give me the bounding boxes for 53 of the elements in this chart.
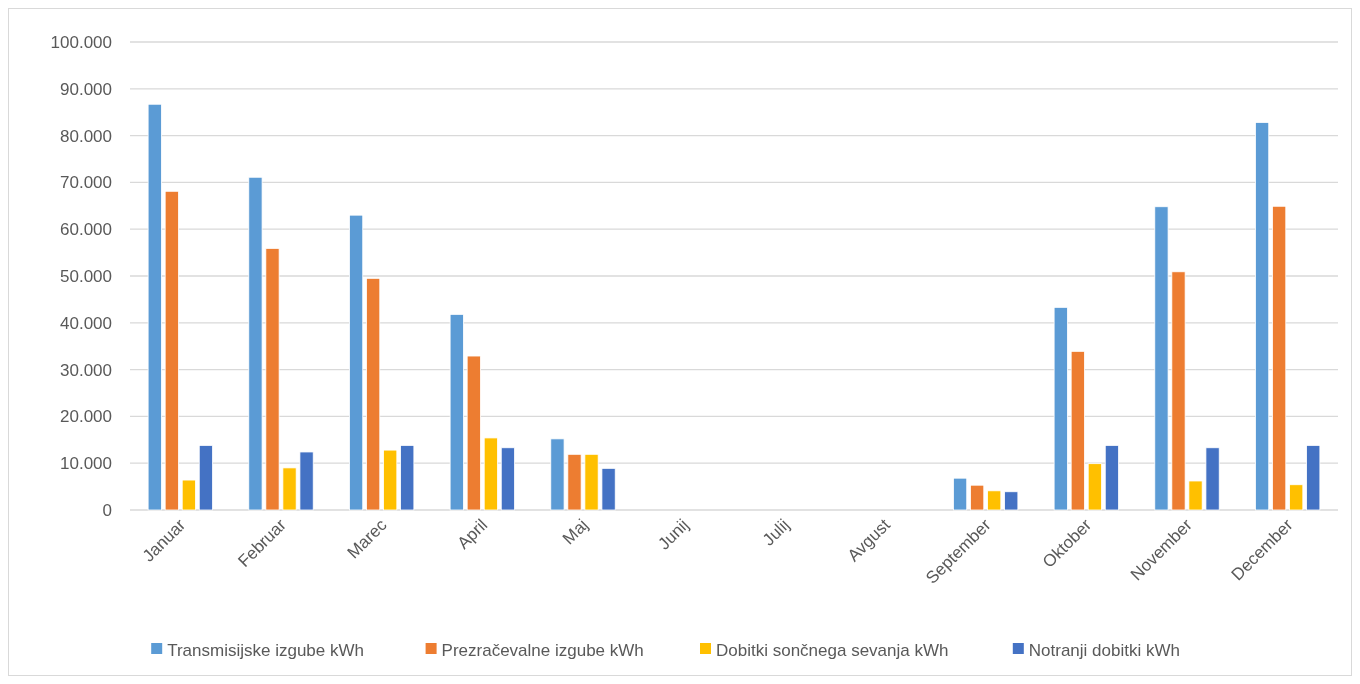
- bar: [601, 467, 616, 511]
- bar: [483, 437, 498, 511]
- bar: [584, 453, 599, 511]
- bar: [1171, 271, 1186, 511]
- bar: [466, 355, 481, 511]
- y-tick-label: 20.000: [60, 407, 112, 427]
- bar: [282, 467, 297, 511]
- bar: [299, 451, 314, 511]
- y-tick-label: 70.000: [60, 173, 112, 193]
- bar: [1104, 445, 1119, 511]
- bar: [147, 103, 162, 511]
- bar: [987, 490, 1002, 511]
- bar: [1188, 480, 1203, 511]
- y-tick-label: 100.000: [50, 32, 112, 52]
- y-tick-label: 0: [102, 500, 112, 520]
- bar: [1004, 491, 1019, 511]
- bar: [366, 277, 381, 511]
- bar: [248, 176, 263, 511]
- bar: [1306, 445, 1321, 511]
- y-tick-label: 90.000: [60, 79, 112, 99]
- bar: [1255, 122, 1270, 511]
- bar: [1087, 463, 1102, 511]
- bar: [1070, 350, 1085, 511]
- legend-label: Transmisijske izgube kWh: [167, 640, 365, 660]
- y-tick-label: 40.000: [60, 313, 112, 333]
- bar: [970, 484, 985, 511]
- bar: [198, 445, 213, 511]
- bar: [449, 313, 464, 511]
- bar: [1289, 484, 1304, 511]
- bar: [1154, 206, 1169, 511]
- x-tick-label: Maj: [559, 515, 592, 549]
- bar: [181, 479, 196, 511]
- legend-label: Notranji dobitki kWh: [1028, 640, 1180, 660]
- bar: [1272, 205, 1287, 511]
- bar: [953, 477, 968, 511]
- bar: [383, 449, 398, 511]
- bar: [164, 190, 179, 511]
- y-tick-label: 10.000: [60, 454, 112, 474]
- y-tick-label: 60.000: [60, 220, 112, 240]
- bar: [400, 445, 415, 511]
- legend-label: Dobitki sončnega sevanja kWh: [716, 640, 949, 660]
- x-tick-label: Julij: [759, 515, 794, 550]
- bar: [265, 247, 280, 511]
- bar: [349, 214, 364, 511]
- bar: [567, 453, 582, 511]
- y-tick-label: 80.000: [60, 126, 112, 146]
- bar: [550, 438, 565, 511]
- bar: [1053, 306, 1068, 511]
- legend-label: Prezračevalne izgube kWh: [441, 640, 644, 660]
- y-tick-label: 30.000: [60, 360, 112, 380]
- bar: [1205, 447, 1220, 511]
- y-tick-label: 50.000: [60, 266, 112, 286]
- bar: [500, 447, 515, 511]
